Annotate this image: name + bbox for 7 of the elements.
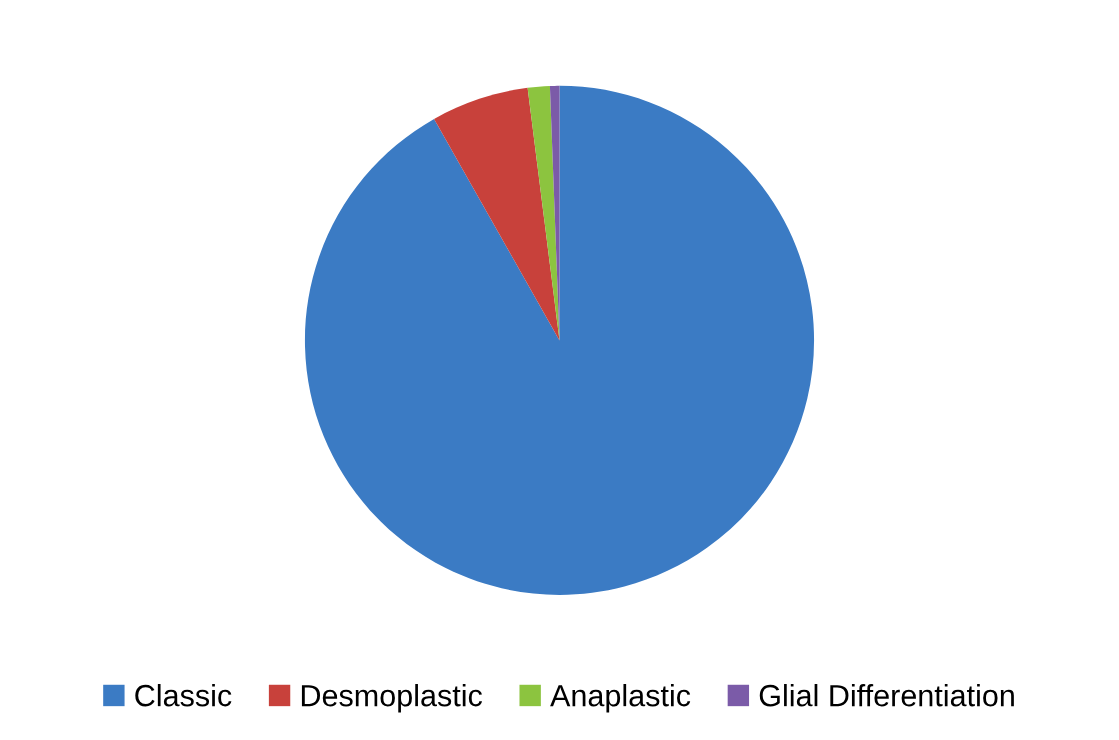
- pie-slice: [304, 85, 815, 595]
- legend-label: Anaplastic: [550, 684, 691, 713]
- legend-label: Glial Differentiation: [759, 684, 1014, 707]
- pie-slice: [434, 87, 560, 341]
- legend-label: Classic: [135, 684, 232, 707]
- pie-slice: [549, 85, 560, 341]
- legend-label: Desmoplastic: [301, 684, 483, 713]
